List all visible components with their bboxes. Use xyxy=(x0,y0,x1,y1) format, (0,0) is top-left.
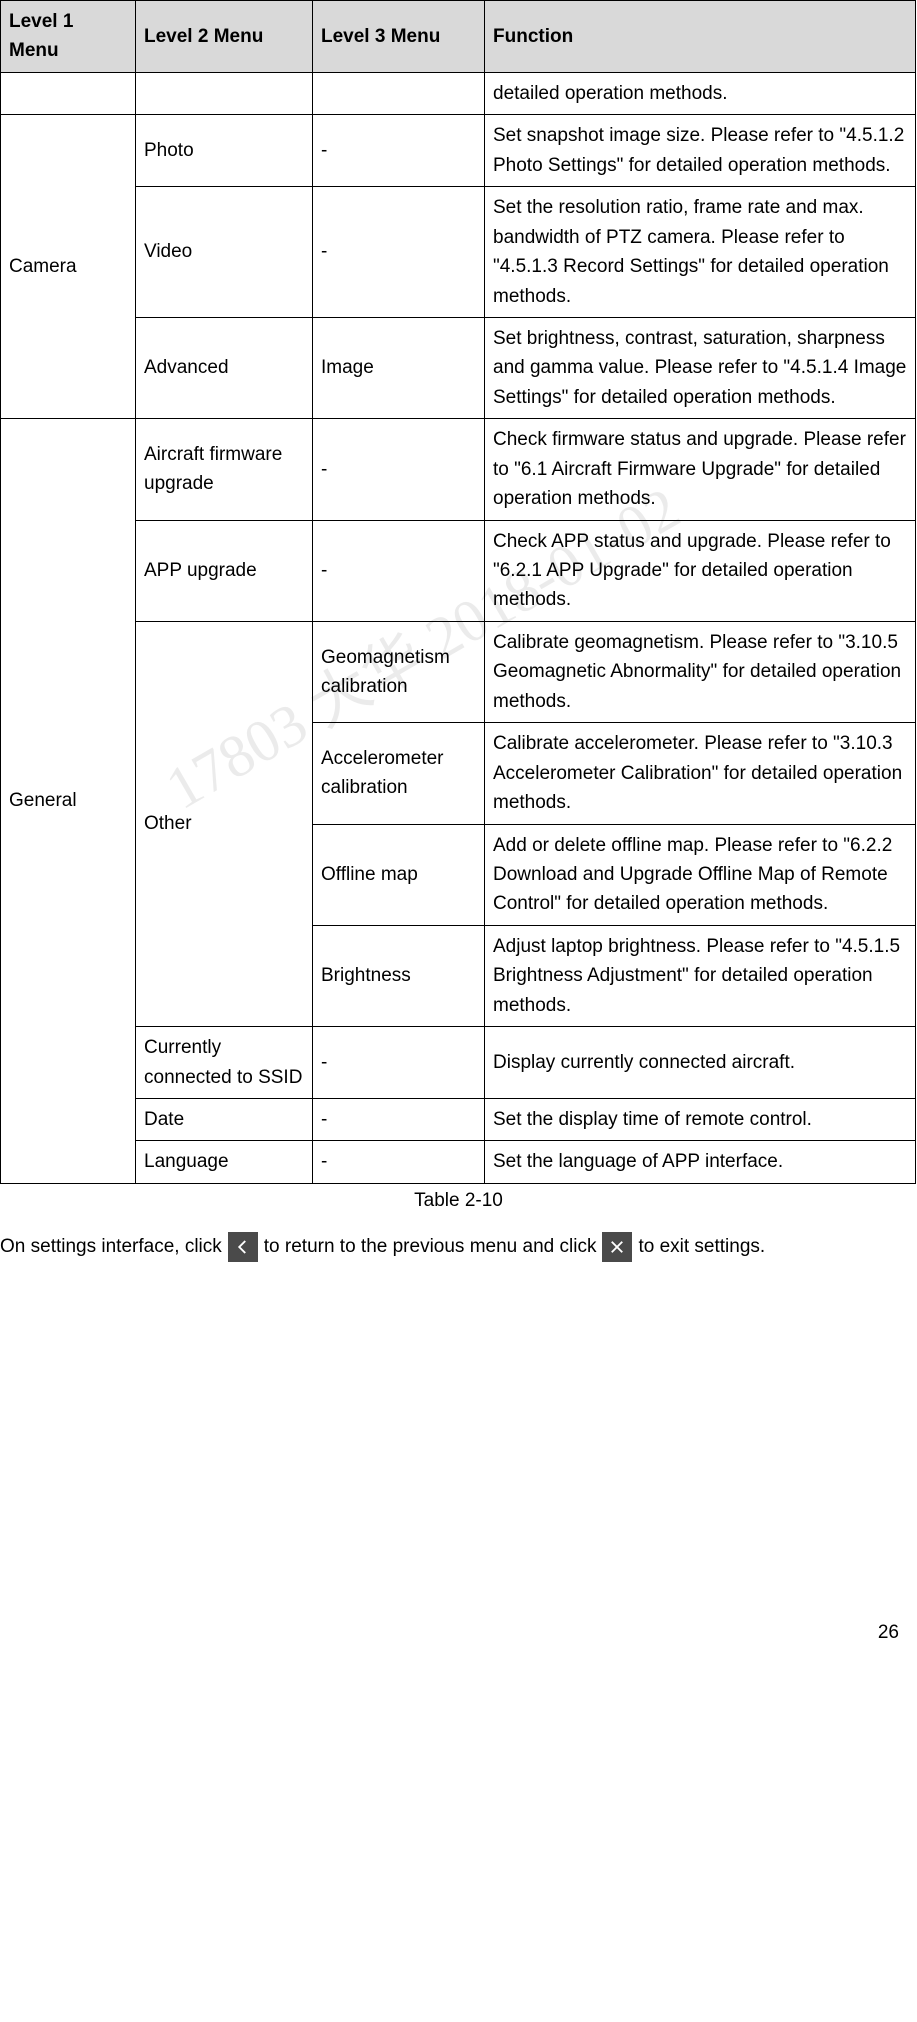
table-row: General Aircraft firmware upgrade - Chec… xyxy=(1,419,916,520)
note-line: On settings interface, click to return t… xyxy=(0,1232,917,1262)
cell-l1-general: General xyxy=(1,419,136,1184)
table-row: Date - Set the display time of remote co… xyxy=(1,1099,916,1141)
table-row: Currently connected to SSID - Display cu… xyxy=(1,1027,916,1099)
cell-l3: Geomagnetism calibration xyxy=(313,621,485,722)
cell-l2: Photo xyxy=(136,115,313,187)
cell-func: Check APP status and upgrade. Please ref… xyxy=(485,520,916,621)
cell-l3: - xyxy=(313,115,485,187)
cell-l3: - xyxy=(313,1027,485,1099)
cell-l2: APP upgrade xyxy=(136,520,313,621)
cell-l2: Language xyxy=(136,1141,313,1183)
cell-l3: Offline map xyxy=(313,824,485,925)
cell-l2 xyxy=(136,72,313,114)
note-part3: to exit settings. xyxy=(638,1232,765,1262)
cell-func: Check firmware status and upgrade. Pleas… xyxy=(485,419,916,520)
cell-func: detailed operation methods. xyxy=(485,72,916,114)
cell-func: Set the display time of remote control. xyxy=(485,1099,916,1141)
cell-l3 xyxy=(313,72,485,114)
cell-func: Calibrate accelerometer. Please refer to… xyxy=(485,723,916,824)
header-level3: Level 3 Menu xyxy=(313,1,485,73)
cell-l3: - xyxy=(313,1141,485,1183)
cell-l2: Aircraft firmware upgrade xyxy=(136,419,313,520)
cell-l3: - xyxy=(313,520,485,621)
note-part1: On settings interface, click xyxy=(0,1232,222,1262)
back-icon xyxy=(228,1232,258,1262)
cell-l3: Accelerometer calibration xyxy=(313,723,485,824)
table-row: Other Geomagnetism calibration Calibrate… xyxy=(1,621,916,722)
table-row: Language - Set the language of APP inter… xyxy=(1,1141,916,1183)
cell-l2: Video xyxy=(136,187,313,318)
cell-l2-other: Other xyxy=(136,621,313,1026)
header-level1: Level 1 Menu xyxy=(1,1,136,73)
table-row: Advanced Image Set brightness, contrast,… xyxy=(1,317,916,418)
cell-func: Display currently connected aircraft. xyxy=(485,1027,916,1099)
menu-table: Level 1 Menu Level 2 Menu Level 3 Menu F… xyxy=(0,0,916,1184)
table-row: Video - Set the resolution ratio, frame … xyxy=(1,187,916,318)
header-level2: Level 2 Menu xyxy=(136,1,313,73)
cell-func: Set brightness, contrast, saturation, sh… xyxy=(485,317,916,418)
cell-l3: - xyxy=(313,187,485,318)
cell-l1-camera: Camera xyxy=(1,115,136,419)
header-function: Function xyxy=(485,1,916,73)
table-header-row: Level 1 Menu Level 2 Menu Level 3 Menu F… xyxy=(1,1,916,73)
cell-func: Set snapshot image size. Please refer to… xyxy=(485,115,916,187)
table-row: detailed operation methods. xyxy=(1,72,916,114)
cell-l2: Advanced xyxy=(136,317,313,418)
cell-l2: Currently connected to SSID xyxy=(136,1027,313,1099)
cell-l3: - xyxy=(313,1099,485,1141)
cell-l2: Date xyxy=(136,1099,313,1141)
cell-l3: - xyxy=(313,419,485,520)
cell-l3: Image xyxy=(313,317,485,418)
cell-l3: Brightness xyxy=(313,925,485,1026)
cell-func: Set the language of APP interface. xyxy=(485,1141,916,1183)
table-row: Camera Photo - Set snapshot image size. … xyxy=(1,115,916,187)
page-number: 26 xyxy=(0,1622,917,1644)
cell-func: Set the resolution ratio, frame rate and… xyxy=(485,187,916,318)
table-caption: Table 2-10 xyxy=(0,1190,917,1212)
cell-l1 xyxy=(1,72,136,114)
close-icon xyxy=(602,1232,632,1262)
cell-func: Add or delete offline map. Please refer … xyxy=(485,824,916,925)
table-row: APP upgrade - Check APP status and upgra… xyxy=(1,520,916,621)
cell-func: Adjust laptop brightness. Please refer t… xyxy=(485,925,916,1026)
cell-func: Calibrate geomagnetism. Please refer to … xyxy=(485,621,916,722)
note-part2: to return to the previous menu and click xyxy=(264,1232,597,1262)
